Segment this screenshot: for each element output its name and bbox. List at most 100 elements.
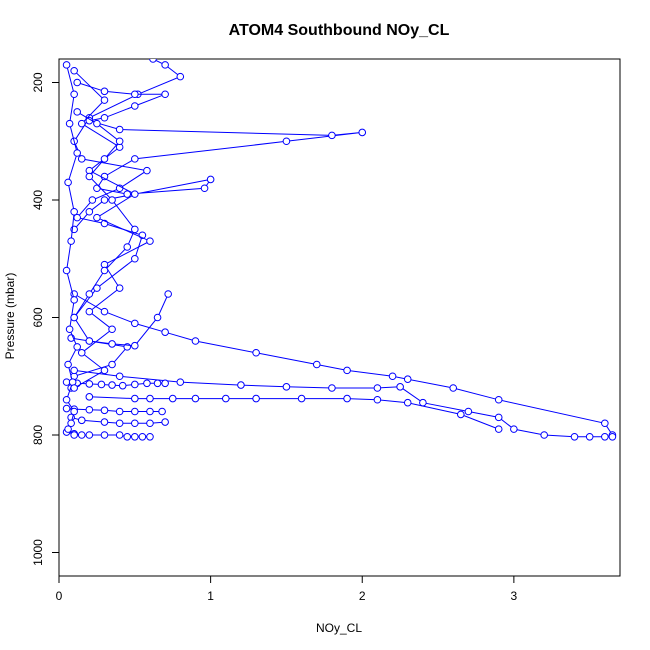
y-tick-label: 1000 (31, 539, 45, 566)
data-point (494, 413, 503, 422)
series-line-6 (66, 381, 166, 387)
data-point (100, 87, 109, 96)
data-point (608, 432, 617, 441)
data-point (73, 108, 81, 116)
data-point (131, 155, 139, 163)
data-point (93, 184, 101, 193)
data-point (65, 325, 74, 334)
data-point (131, 407, 139, 416)
data-point (237, 381, 245, 389)
data-point (131, 319, 139, 328)
data-point (161, 90, 169, 99)
data-point (161, 418, 169, 426)
series-line-10 (71, 293, 169, 347)
data-point (85, 380, 94, 388)
data-point (64, 425, 72, 433)
series-line-13 (73, 111, 136, 318)
data-point (77, 431, 86, 439)
data-point (176, 72, 185, 81)
data-point (419, 398, 427, 407)
data-point (77, 155, 86, 163)
data-point (100, 406, 109, 415)
data-point (585, 432, 594, 441)
data-point (70, 384, 78, 392)
data-point (396, 383, 404, 391)
y-axis: 200 400 600 800 1000 (31, 72, 60, 566)
data-point (85, 393, 94, 401)
data-point (85, 405, 94, 414)
data-point (403, 375, 412, 383)
data-point (149, 59, 157, 63)
data-point (115, 125, 124, 134)
data-point (131, 190, 139, 198)
data-point (540, 431, 548, 439)
series-line-3 (73, 293, 613, 436)
data-point (67, 419, 75, 428)
data-point (70, 313, 78, 322)
data-point (108, 196, 116, 204)
plot-frame (58, 58, 621, 577)
data-point (100, 418, 109, 426)
data-point (93, 119, 101, 128)
data-point (328, 131, 336, 140)
data-point (388, 372, 397, 381)
x-tick-label: 2 (359, 589, 366, 603)
data-point (282, 383, 291, 391)
data-point (206, 175, 215, 184)
data-point (123, 432, 132, 441)
data-point (70, 66, 78, 75)
data-point (601, 419, 609, 428)
data-point (131, 394, 139, 403)
data-point (108, 381, 116, 389)
data-point (161, 328, 169, 336)
x-axis-label: NOy_CL (316, 621, 362, 635)
data-point (97, 380, 106, 389)
data-point (65, 119, 74, 128)
data-point (67, 237, 75, 245)
data-point (123, 190, 132, 198)
data-point (100, 155, 109, 163)
data-point (73, 149, 81, 157)
data-point (100, 431, 109, 439)
data-point (85, 172, 94, 181)
data-point (403, 398, 412, 407)
data-point (64, 178, 72, 187)
data-point (570, 432, 579, 441)
data-point (161, 61, 169, 69)
data-point (70, 207, 78, 216)
data-point (456, 410, 465, 419)
x-axis: 0 1 2 3 (56, 575, 518, 603)
data-point (131, 225, 139, 234)
y-tick-label: 200 (31, 72, 45, 92)
data-point (77, 416, 86, 425)
data-point (85, 290, 94, 298)
data-point (93, 213, 101, 222)
data-point (108, 360, 116, 369)
data-point (464, 407, 473, 416)
data-point (143, 379, 151, 388)
data-point (176, 378, 185, 386)
data-point (252, 394, 260, 403)
data-point (115, 137, 124, 146)
chart-title: ATOM4 Southbound NOy_CL (229, 22, 450, 39)
data-point (449, 384, 458, 392)
data-point (100, 366, 109, 375)
y-tick-label: 800 (31, 425, 45, 445)
data-point (343, 394, 351, 403)
data-point (108, 340, 116, 348)
data-point (601, 432, 609, 441)
x-tick-label: 0 (56, 589, 63, 603)
data-point (85, 307, 94, 316)
data-point (88, 196, 97, 204)
data-point (282, 137, 291, 146)
data-point (123, 243, 132, 251)
data-point (158, 407, 166, 416)
data-point (146, 407, 154, 416)
data-point (153, 379, 162, 388)
data-point (312, 360, 321, 369)
data-point (297, 394, 306, 403)
data-point (100, 307, 109, 316)
data-point (70, 366, 78, 375)
data-point (510, 425, 518, 433)
data-point (115, 407, 124, 416)
